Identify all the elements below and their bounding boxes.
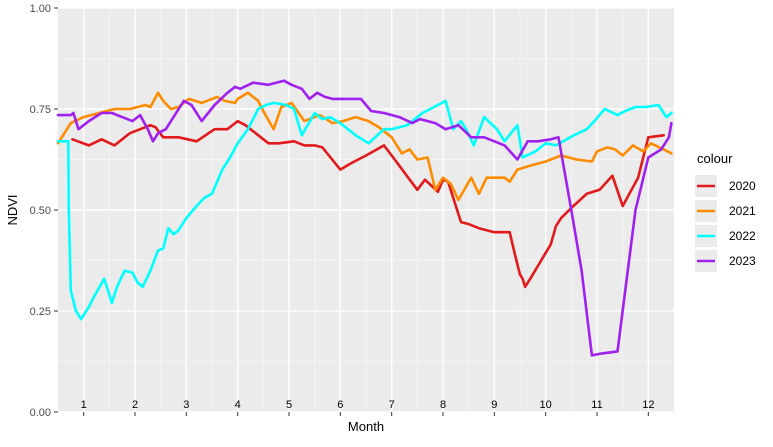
series-line-2020	[71, 119, 665, 289]
series-line-2021	[56, 91, 673, 202]
x-tick-label: 6	[337, 399, 343, 411]
x-tick-label: 4	[235, 399, 241, 411]
x-tick-label: 2	[132, 399, 138, 411]
x-tick-label: 3	[183, 399, 189, 411]
y-axis: 0.00 0.25 0.50 0.75 1.00	[30, 3, 58, 419]
x-tick-label: 7	[389, 399, 395, 411]
legend: colour 2020 2021 2022 2023	[695, 151, 756, 272]
series-line-2022	[56, 99, 673, 321]
x-tick-label: 9	[491, 399, 497, 411]
y-tick-label: 0.25	[30, 306, 51, 318]
y-tick-label: 0.00	[30, 407, 51, 419]
x-tick-label: 8	[440, 399, 446, 411]
legend-label-2022: 2022	[729, 229, 756, 243]
legend-title: colour	[697, 151, 733, 166]
legend-label-2021: 2021	[729, 204, 756, 218]
series-layer	[56, 79, 673, 357]
x-tick-label: 11	[591, 399, 602, 411]
x-tick-label: 5	[286, 399, 292, 411]
y-tick-label: 0.50	[30, 205, 51, 217]
x-axis-title: Month	[348, 419, 384, 434]
legend-label-2023: 2023	[729, 254, 756, 268]
y-tick-label: 1.00	[30, 3, 51, 15]
y-axis-title: NDVI	[5, 194, 20, 225]
y-tick-label: 0.75	[30, 104, 51, 116]
legend-label-2020: 2020	[729, 179, 756, 193]
grid-major	[58, 7, 674, 413]
x-tick-label: 12	[642, 399, 654, 411]
x-axis: 1 2 3 4 5 6 7 8 9 10 11 12	[81, 399, 654, 416]
x-tick-label: 1	[81, 399, 87, 411]
x-tick-label: 10	[540, 399, 552, 411]
series-line-2023	[56, 79, 673, 357]
